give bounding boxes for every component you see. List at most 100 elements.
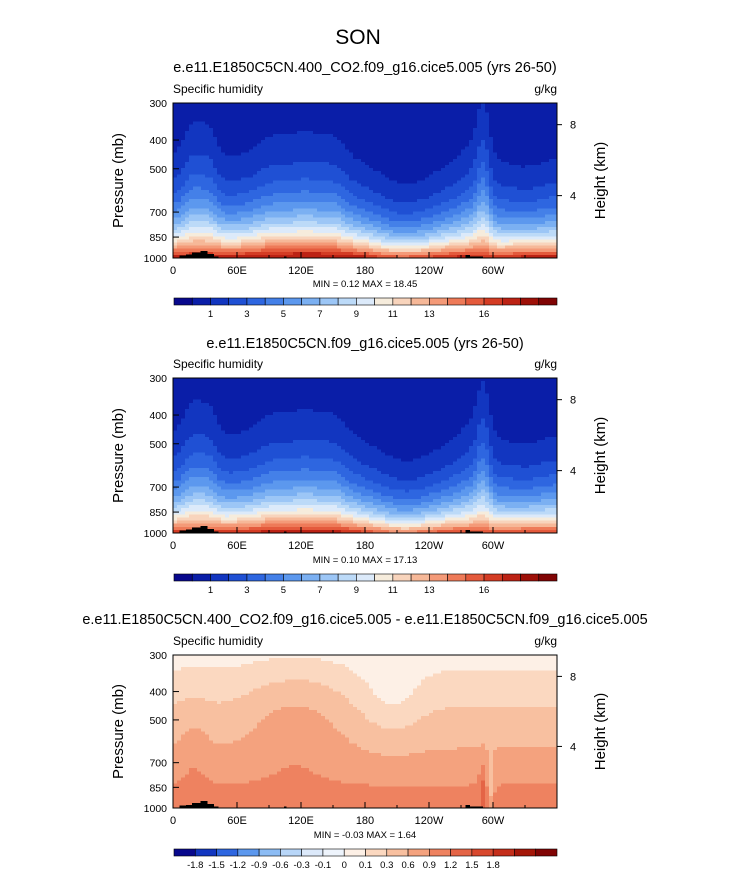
field-cell [173, 511, 178, 515]
field-cell [453, 239, 458, 244]
field-cell [537, 227, 542, 231]
field-cell [529, 168, 534, 172]
field-cell [197, 248, 202, 253]
field-cell [465, 202, 470, 206]
field-cell [393, 233, 398, 237]
field-cell [433, 230, 438, 234]
field-cell [373, 109, 378, 113]
field-cell [389, 236, 394, 240]
field-cell [337, 245, 342, 250]
field-cell [529, 220, 534, 225]
field-cell [497, 245, 502, 250]
field-cell [377, 186, 382, 191]
field-cell [341, 152, 346, 157]
field-cell [213, 155, 218, 160]
field-cell [273, 239, 278, 244]
field-cell [257, 208, 262, 213]
field-cell [177, 455, 182, 460]
field-cell [421, 168, 426, 172]
field-cell [217, 180, 222, 185]
field-cell [325, 130, 330, 135]
field-cell [401, 217, 406, 222]
field-cell [317, 121, 322, 126]
field-cell [225, 180, 230, 185]
field-cell [289, 242, 294, 247]
field-cell [433, 152, 438, 157]
field-cell [309, 211, 314, 216]
field-cell [377, 189, 382, 194]
field-cell [493, 214, 498, 219]
field-cell [349, 199, 354, 203]
field-cell [473, 192, 478, 197]
field-cell [217, 183, 222, 188]
field-cell [321, 251, 326, 256]
field-cell [521, 220, 526, 225]
field-cell [381, 143, 386, 147]
field-cell [177, 483, 182, 488]
field-cell [401, 118, 406, 123]
field-cell [533, 103, 538, 107]
field-cell [173, 477, 178, 481]
field-cell [365, 146, 370, 151]
field-cell [173, 227, 178, 231]
field-cell [173, 486, 178, 491]
field-cell [197, 236, 202, 240]
field-cell [293, 251, 298, 256]
field-cell [433, 137, 438, 141]
field-cell [369, 177, 374, 182]
field-cell [253, 199, 258, 203]
field-cell [353, 245, 358, 250]
field-cell [369, 189, 374, 194]
field-cell [297, 155, 302, 160]
field-cell [253, 251, 258, 256]
field-cell [281, 137, 286, 141]
field-layer [173, 103, 558, 259]
field-cell [529, 130, 534, 135]
field-cell [397, 189, 402, 194]
field-cell [237, 208, 242, 213]
field-cell [281, 183, 286, 188]
field-cell [349, 186, 354, 191]
field-cell [285, 230, 290, 234]
field-cell [409, 186, 414, 191]
field-cell [497, 227, 502, 231]
field-cell [405, 245, 410, 250]
field-cell [301, 137, 306, 141]
field-cell [177, 127, 182, 132]
field-cell [173, 526, 178, 531]
field-cell [405, 251, 410, 256]
field-cell [517, 196, 522, 200]
field-cell [205, 121, 210, 126]
field-cell [449, 140, 454, 144]
field-cell [341, 251, 346, 256]
field-cell [397, 146, 402, 151]
field-cell [325, 155, 330, 160]
field-cell [533, 109, 538, 113]
field-cell [185, 149, 190, 154]
field-cell [385, 121, 390, 126]
field-cell [337, 140, 342, 144]
field-cell [265, 211, 270, 216]
field-cell [177, 211, 182, 216]
field-cell [545, 155, 550, 160]
field-cell [297, 137, 302, 141]
field-cell [189, 171, 194, 175]
terrain-block [213, 256, 217, 258]
field-cell [405, 236, 410, 240]
field-cell [497, 165, 502, 169]
field-cell [229, 121, 234, 126]
field-cell [533, 192, 538, 197]
field-cell [289, 254, 294, 259]
field-cell [181, 183, 186, 188]
field-cell [521, 165, 526, 169]
field-cell [217, 112, 222, 116]
field-cell [405, 106, 410, 110]
field-cell [525, 202, 530, 206]
field-cell [209, 130, 214, 135]
field-cell [297, 118, 302, 123]
field-cell [421, 189, 426, 194]
field-cell [197, 165, 202, 169]
field-cell [209, 236, 214, 240]
field-cell [545, 183, 550, 188]
field-cell [489, 199, 494, 203]
